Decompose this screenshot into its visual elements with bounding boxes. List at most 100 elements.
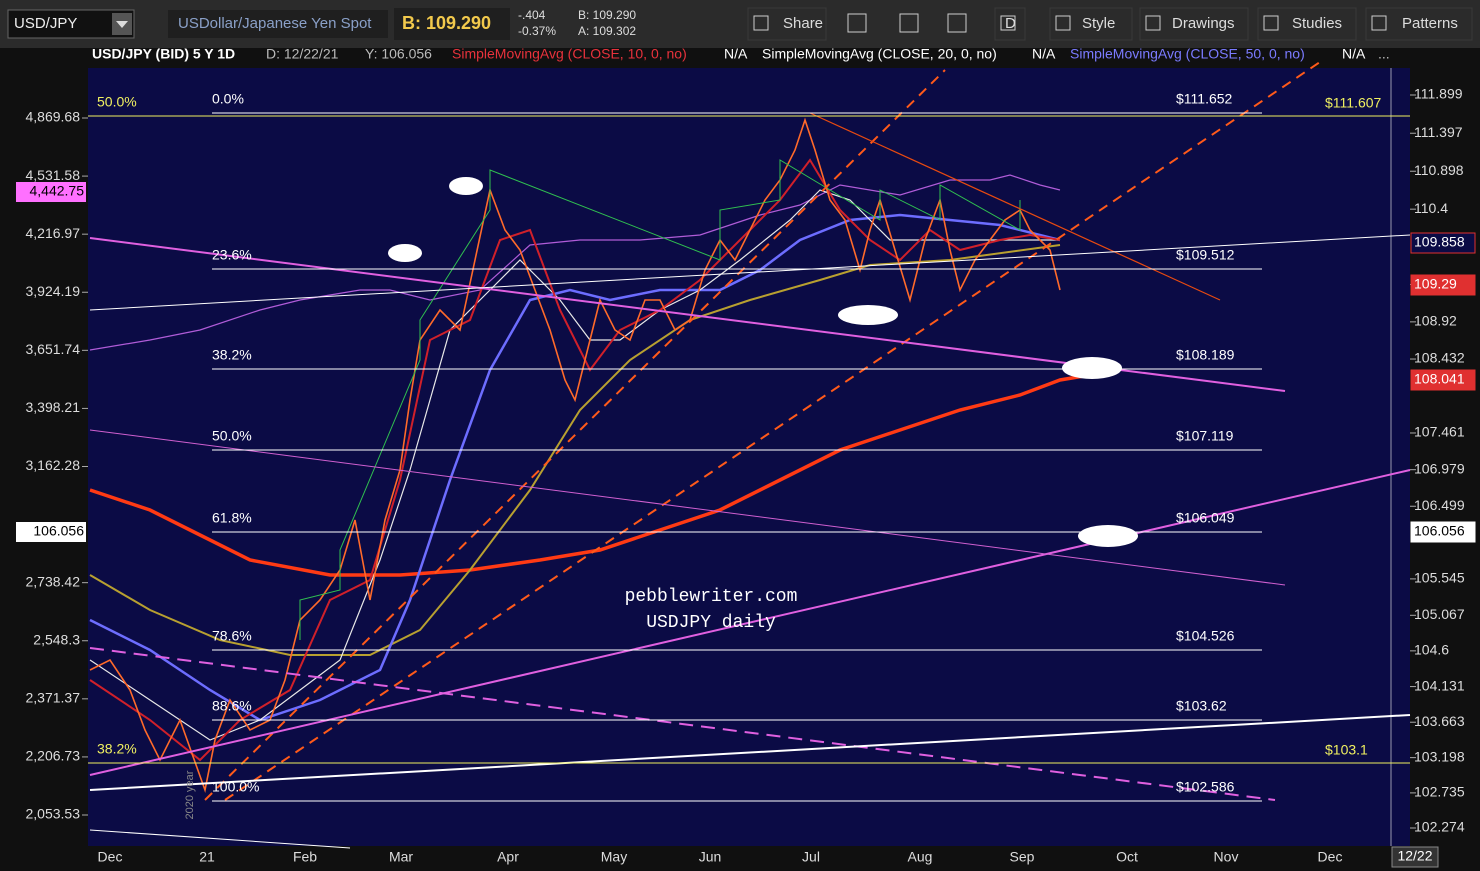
icon-button[interactable]	[947, 13, 967, 33]
button-icon	[753, 15, 769, 31]
y-tick-label: 105.545	[1414, 570, 1465, 586]
price-tag-label: 109.858	[1414, 234, 1465, 250]
y-tick-label: 110.898	[1414, 162, 1464, 178]
fib-level: 0.0%	[212, 91, 244, 107]
fib-level: 38.2%	[212, 347, 252, 363]
price-tag	[1410, 369, 1476, 391]
left-price-tag-label: 4,442.75	[30, 183, 85, 199]
x-tick-label: Aug	[908, 849, 933, 865]
change-pct: -0.37%	[518, 24, 556, 38]
x-tick-label: Sep	[1010, 849, 1035, 865]
trend-line	[89, 829, 351, 849]
fib-price: $109.512	[1176, 247, 1235, 263]
left-tick-label: 3,162.28	[26, 457, 81, 473]
left-tick-label: 2,371.37	[26, 690, 81, 706]
highlight	[838, 305, 898, 325]
button-label[interactable]: Drawings	[1172, 15, 1235, 32]
fib-price: $103.62	[1176, 698, 1227, 714]
study-name: SimpleMovingAvg (CLOSE, 20, 0, no)	[762, 46, 997, 62]
button-label[interactable]: Studies	[1292, 15, 1342, 32]
toolbar-button[interactable]	[1257, 7, 1357, 41]
x-tick-label: 21	[199, 849, 215, 865]
x-tick-label: Jul	[802, 849, 820, 865]
study-value: N/A	[724, 46, 748, 62]
y-tick-label: 106.499	[1414, 497, 1465, 513]
y-tick-label: 111.899	[1414, 86, 1463, 102]
left-price-tag-label: 106.056	[33, 523, 84, 539]
watermark: USDJPY daily	[646, 613, 776, 633]
trend-line	[89, 647, 1276, 801]
y-tick-label: 103.663	[1414, 713, 1465, 729]
x-tick-label: Oct	[1116, 849, 1138, 865]
fib-level-yellow: 38.2%	[97, 741, 137, 757]
y-tick-label: 104.131	[1414, 677, 1465, 693]
x-tick-label: Apr	[497, 849, 519, 865]
legend: USD/JPY (BID) 5 Y 1D D: 12/22/21 Y: 106.…	[92, 46, 1390, 62]
x-tick-label: Dec	[1318, 849, 1343, 865]
fib-price: $107.119	[1176, 428, 1234, 444]
study-name: SimpleMovingAvg (CLOSE, 50, 0, no)	[1070, 46, 1305, 62]
legend-more: ...	[1378, 46, 1390, 62]
button-label[interactable]: Share	[783, 15, 823, 32]
left-tick-label: 4,531.58	[26, 167, 81, 183]
toolbar-button[interactable]	[994, 7, 1026, 41]
watermark: pebblewriter.com	[625, 587, 798, 607]
ask-small: A: 109.302	[578, 24, 636, 38]
index-line	[89, 174, 1061, 351]
y-tick-label: 111.397	[1414, 124, 1463, 140]
x-tick-label: Nov	[1214, 849, 1239, 865]
highlight	[388, 244, 422, 262]
symbol[interactable]: USD/JPY	[14, 15, 77, 32]
left-price-tag	[16, 522, 86, 542]
button-icon	[1000, 15, 1016, 31]
date-tag-label: 12/22	[1397, 848, 1432, 864]
left-tick-label: 2,738.42	[26, 573, 81, 589]
left-price-tag	[16, 182, 86, 202]
price-tag	[1410, 274, 1476, 296]
toolbar-button[interactable]	[1139, 7, 1249, 41]
left-tick-label: 4,216.97	[26, 225, 81, 241]
left-tick-label: 3,651.74	[26, 341, 81, 357]
trend-line	[204, 69, 946, 801]
fib-level: 61.8%	[212, 510, 252, 526]
toolbar-button[interactable]	[1365, 7, 1473, 41]
trend-line	[89, 234, 1411, 311]
date-tag	[1391, 846, 1439, 868]
price-tag-label: 106.056	[1414, 523, 1465, 539]
button-label[interactable]: Patterns	[1402, 15, 1458, 32]
button-icon	[1263, 15, 1279, 31]
highlight	[1078, 525, 1138, 547]
x-tick-label: Mar	[389, 849, 413, 865]
x-tick-label: Jun	[699, 849, 722, 865]
fib-level: 23.6%	[212, 247, 252, 263]
y-tick-label: 108.92	[1414, 313, 1457, 329]
icon-button[interactable]	[899, 13, 919, 33]
fib-level: 88.6%	[212, 698, 252, 714]
fib-price: $102.586	[1176, 779, 1235, 795]
y-tick-label: 105.067	[1414, 606, 1465, 622]
fib-level-yellow: 50.0%	[97, 94, 137, 110]
toolbar-button[interactable]	[1049, 7, 1133, 41]
x-tick-label: Feb	[293, 849, 317, 865]
x-tick-label: Dec	[98, 849, 123, 865]
sma-10	[89, 158, 1061, 762]
trend-line	[89, 429, 1286, 586]
icon-button[interactable]	[847, 13, 867, 33]
toolbar-button[interactable]	[747, 7, 827, 41]
y-tick-label: 104.6	[1414, 642, 1449, 658]
left-tick-label: 2,053.53	[26, 806, 81, 822]
button-label[interactable]: D	[1005, 15, 1016, 32]
y-tick-label: 102.735	[1414, 784, 1465, 800]
left-tick-label: 3,398.21	[26, 399, 81, 415]
highlight	[1062, 357, 1122, 379]
description: USDollar/Japanese Yen Spot	[178, 15, 372, 32]
button-label[interactable]: Style	[1082, 15, 1115, 32]
y-tick-label: 106.979	[1414, 460, 1465, 476]
price-tag-label: 109.29	[1414, 276, 1457, 292]
toolbar-buttons: Share D Style Drawings Studies Patterns	[747, 7, 1473, 41]
y-tick-label: 102.274	[1414, 819, 1465, 835]
fib-level: 100.0%	[212, 779, 259, 795]
price-tag-label: 108.041	[1414, 371, 1465, 387]
